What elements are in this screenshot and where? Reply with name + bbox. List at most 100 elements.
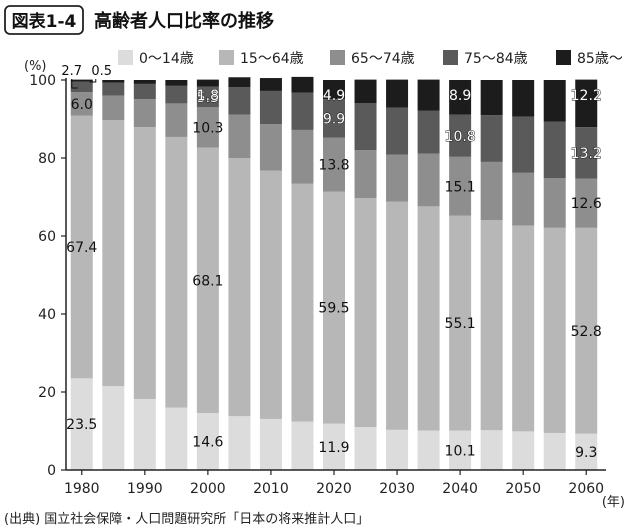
- bar-segment-2035-5: [417, 79, 440, 111]
- bar-segment-2060-3: [575, 178, 598, 228]
- bar-segment-2025-4: [354, 103, 377, 151]
- bar-segment-1990-2: [133, 127, 156, 400]
- bar-segment-2015-5: [291, 76, 314, 93]
- bar-segment-2010-2: [259, 170, 282, 419]
- legend-swatch-4: [443, 50, 458, 65]
- bar-segment-2005-4: [228, 87, 251, 115]
- callout-1980-4: 2.7: [61, 64, 82, 79]
- bar-segment-2050-5: [512, 80, 535, 117]
- bar-segment-2030-1: [386, 429, 409, 470]
- bar-segment-2000-5: [196, 79, 219, 87]
- bar-segment-2025-1: [354, 427, 377, 470]
- data-label-1980-3: 6.0: [71, 97, 93, 113]
- callout-1980-5: 0.5: [91, 64, 112, 79]
- x-tick-label-1990: 1990: [127, 481, 163, 497]
- bar-segment-2040-2: [449, 215, 472, 431]
- callout-leader-1980-5: [89, 79, 97, 83]
- data-label-2020-4: 9.9: [323, 111, 345, 127]
- figure-label: 図表1-4: [12, 11, 77, 32]
- bar-segment-2040-4: [449, 114, 472, 157]
- data-label-2040-3: 15.1: [445, 179, 476, 195]
- bar-segment-2060-4: [575, 127, 598, 179]
- bar-segment-2020-4: [323, 99, 345, 138]
- x-tick-label-2010: 2010: [253, 481, 289, 497]
- x-tick-label-2060: 2060: [568, 481, 604, 497]
- bar-segment-2015-3: [291, 129, 314, 184]
- y-tick-label-0: 0: [47, 463, 56, 479]
- bar-segment-2000-1: [196, 413, 219, 470]
- figure-label-box: [4, 5, 84, 35]
- data-label-1980-1: 23.5: [66, 417, 97, 433]
- bar-segment-2010-1: [259, 418, 282, 470]
- legend-swatch-2: [219, 50, 234, 65]
- bar-segment-2020-1: [323, 423, 345, 470]
- legend-label-5: 85歳〜: [577, 51, 623, 67]
- x-unit-label: (年): [602, 495, 625, 510]
- bar-segment-1995-4: [165, 85, 188, 104]
- bar-segment-2055-4: [543, 121, 566, 179]
- x-tick-label-2030: 2030: [379, 481, 415, 497]
- data-label-2060-5: 12.2: [571, 88, 602, 104]
- bar-segment-2055-3: [543, 178, 566, 228]
- bar-segment-2045-3: [480, 161, 503, 221]
- data-label-2000-2: 68.1: [192, 273, 223, 289]
- legend: 0〜14歳 15〜64歳 65〜74歳 75〜84歳 85歳〜: [118, 50, 623, 67]
- data-label-2000-5: 1.8: [197, 88, 219, 104]
- x-tick-label-2000: 2000: [190, 481, 226, 497]
- y-tick-label-40: 40: [38, 307, 56, 323]
- bar-segment-2050-1: [512, 431, 535, 470]
- bar-segment-2060-2: [575, 227, 598, 434]
- bar-segment-1985-4: [102, 82, 125, 96]
- callout-leader-1980-4: [71, 79, 78, 89]
- x-tick-label-2040: 2040: [442, 481, 478, 497]
- bar-segment-2045-2: [480, 220, 503, 431]
- bar-segment-2000-4: [196, 86, 219, 108]
- bar-segment-2045-5: [480, 80, 503, 116]
- data-label-2040-2: 55.1: [445, 316, 476, 332]
- bar-segment-2030-5: [386, 79, 409, 108]
- data-label-2020-1: 11.9: [318, 440, 349, 456]
- bar-segment-2050-4: [512, 116, 535, 173]
- bar-segment-2055-1: [543, 432, 566, 470]
- bar-segment-1995-5: [165, 80, 188, 86]
- bar-segment-1985-1: [102, 386, 125, 470]
- bar-segment-2035-2: [417, 206, 440, 431]
- bar-segment-1990-3: [133, 99, 156, 128]
- x-tick-label-2020: 2020: [316, 481, 352, 497]
- bar-segment-2005-2: [228, 158, 251, 417]
- bar-segment-1995-2: [165, 136, 188, 408]
- legend-swatch-1: [118, 50, 133, 65]
- bar-segment-1980-3: [70, 92, 93, 116]
- legend-swatch-3: [330, 50, 345, 65]
- bar-segment-2025-3: [354, 150, 377, 199]
- bar-segment-2040-3: [449, 156, 472, 216]
- bar-segment-2020-2: [323, 191, 345, 424]
- chart-title: 高齢者人口比率の推移: [94, 10, 274, 32]
- data-label-2060-3: 12.6: [571, 196, 602, 212]
- bar-segment-1980-4: [70, 81, 93, 93]
- y-tick-label-80: 80: [38, 151, 56, 167]
- bar-segment-2025-2: [354, 198, 377, 428]
- bar-segment-2005-5: [228, 77, 251, 88]
- bar-segment-2020-5: [323, 80, 345, 100]
- bar-segment-2030-2: [386, 201, 409, 430]
- bar-segment-2015-1: [291, 421, 314, 470]
- bar-segment-1980-1: [70, 378, 93, 470]
- bar-segment-2035-4: [417, 110, 440, 154]
- legend-label-2: 15〜64歳: [240, 51, 304, 67]
- bar-segment-1990-5: [133, 80, 156, 84]
- bars: [70, 76, 598, 470]
- bar-segment-2060-1: [575, 433, 598, 470]
- bar-segment-2015-4: [291, 92, 314, 130]
- data-label-2000-3: 10.3: [192, 120, 223, 136]
- data-label-2060-1: 9.3: [575, 445, 597, 461]
- data-label-2060-2: 52.8: [571, 324, 602, 340]
- data-label-2000-1: 14.6: [192, 435, 223, 451]
- bar-segment-2010-5: [259, 78, 282, 91]
- bar-segment-2005-3: [228, 114, 251, 158]
- bar-segment-2055-5: [543, 80, 566, 122]
- bar-segment-2050-3: [512, 172, 535, 226]
- bar-segment-2035-3: [417, 153, 440, 207]
- data-label-2040-1: 10.1: [445, 443, 476, 459]
- y-tick-label-20: 20: [38, 385, 56, 401]
